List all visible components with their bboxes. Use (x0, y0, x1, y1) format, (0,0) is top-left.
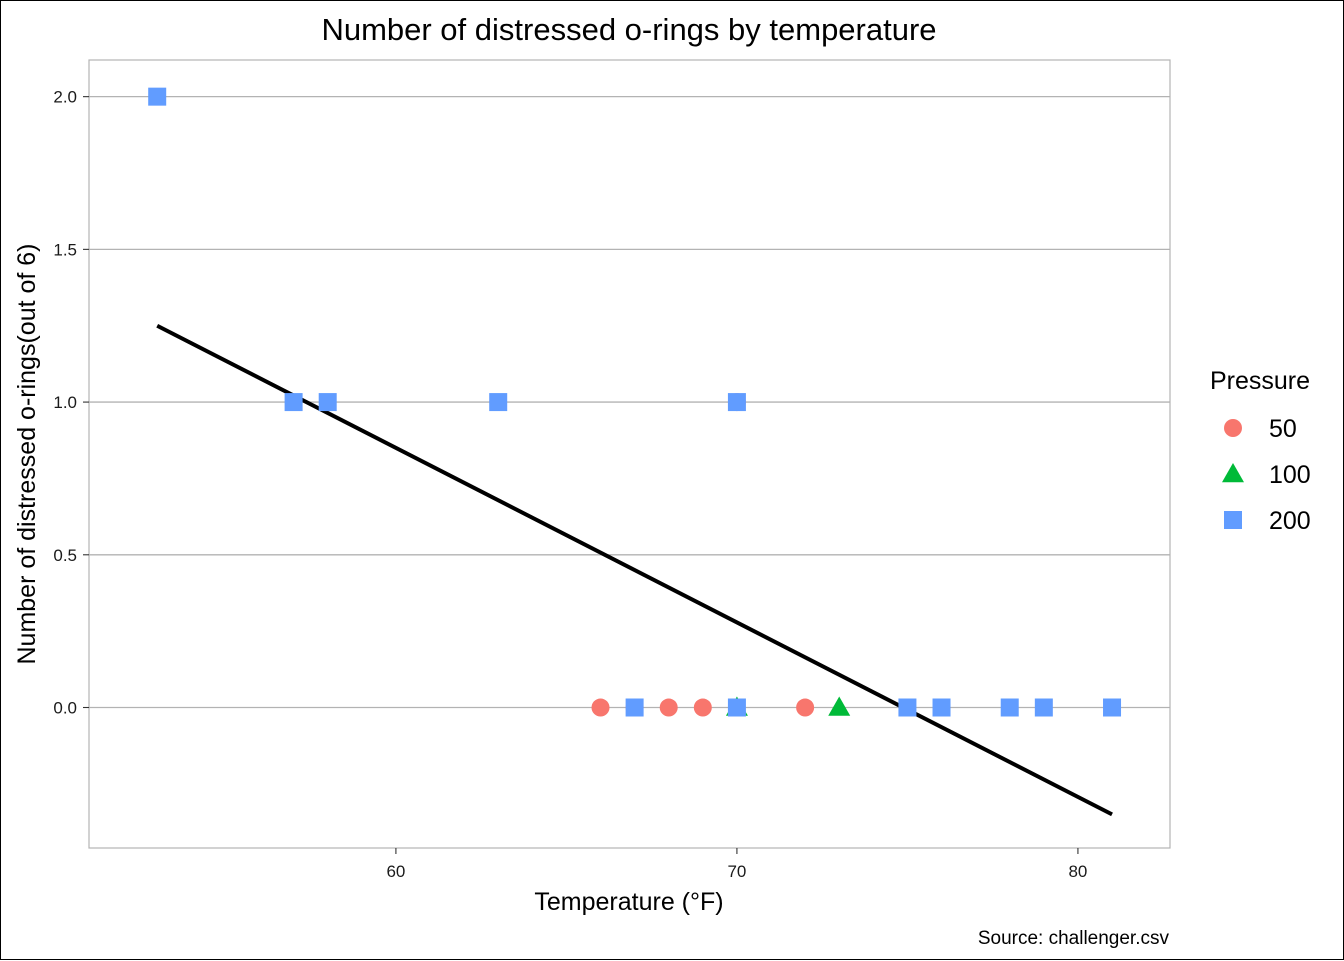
data-point-circle (693, 698, 712, 717)
data-point-square (318, 393, 337, 412)
legend-key-circle (1224, 419, 1242, 437)
x-tick-label: 70 (727, 862, 746, 881)
data-point-square (932, 698, 951, 717)
data-point-circle (796, 698, 815, 717)
plot-panel (88, 59, 1171, 849)
x-axis-title: Temperature (°F) (534, 888, 723, 916)
x-axis-ticks: 60 70 80 (386, 848, 1087, 881)
data-point-square (284, 393, 303, 412)
data-point-circle (659, 698, 678, 717)
data-point-square (489, 393, 508, 412)
data-point-square (727, 698, 746, 717)
x-tick-label: 60 (386, 862, 405, 881)
data-point-square (727, 393, 746, 412)
data-point-circle (591, 698, 610, 717)
data-point-triangle (828, 696, 851, 716)
caption: Source: challenger.csv (978, 928, 1170, 949)
trend-line (156, 323, 1113, 817)
legend-title: Pressure (1210, 367, 1310, 395)
x-tick-label: 80 (1068, 862, 1087, 881)
y-tick-label: 0.5 (53, 546, 77, 565)
y-tick-label: 0.0 (53, 699, 77, 718)
data-point-square (625, 698, 644, 717)
y-tick-label: 2.0 (53, 88, 77, 107)
y-axis-ticks: 0.0 0.5 1.0 1.5 2.0 (53, 88, 89, 718)
grid-lines (89, 96, 1170, 709)
legend-key-triangle (1222, 463, 1244, 483)
trend-line-group (156, 323, 1113, 817)
chart-title: Number of distressed o-rings by temperat… (321, 12, 936, 47)
y-axis-title: Number of distressed o-rings(out of 6) (13, 243, 41, 664)
data-point-square (898, 698, 917, 717)
legend-label: 50 (1269, 415, 1297, 443)
legend-key-square (1224, 511, 1242, 529)
data-point-square (148, 87, 167, 106)
data-point-square (1034, 698, 1053, 717)
legend: Pressure 50 100 200 (1210, 367, 1311, 535)
data-points (148, 87, 1122, 717)
y-tick-label: 1.5 (53, 240, 77, 259)
data-point-square (1000, 698, 1019, 717)
y-tick-label: 1.0 (53, 393, 77, 412)
legend-label: 100 (1269, 461, 1311, 489)
data-point-square (1103, 698, 1122, 717)
legend-label: 200 (1269, 507, 1311, 535)
